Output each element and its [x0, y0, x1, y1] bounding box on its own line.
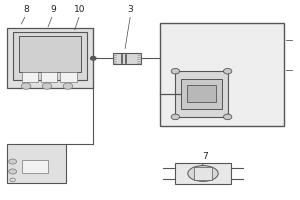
Bar — [194, 167, 212, 180]
Bar — [60, 72, 77, 82]
Circle shape — [9, 169, 16, 174]
Circle shape — [42, 83, 52, 89]
Bar — [22, 72, 38, 82]
Bar — [7, 144, 66, 183]
Bar — [7, 28, 93, 88]
Text: 8: 8 — [23, 5, 29, 14]
Circle shape — [224, 114, 232, 120]
Bar — [160, 23, 284, 126]
Bar — [187, 85, 216, 102]
Circle shape — [63, 83, 73, 89]
Bar — [13, 32, 87, 80]
Circle shape — [171, 114, 180, 120]
Circle shape — [91, 57, 96, 60]
Bar — [176, 163, 231, 184]
Bar — [41, 72, 57, 82]
Bar — [182, 79, 222, 109]
Ellipse shape — [188, 166, 218, 181]
Circle shape — [171, 68, 180, 74]
Bar — [19, 36, 81, 72]
Circle shape — [224, 68, 232, 74]
Bar — [22, 160, 49, 173]
Text: 7: 7 — [202, 152, 208, 161]
Circle shape — [21, 83, 31, 89]
Text: 3: 3 — [128, 5, 134, 14]
Circle shape — [9, 159, 16, 164]
Bar — [176, 71, 228, 117]
Bar — [113, 53, 141, 64]
Text: 9: 9 — [50, 5, 56, 14]
Text: 10: 10 — [74, 5, 85, 14]
